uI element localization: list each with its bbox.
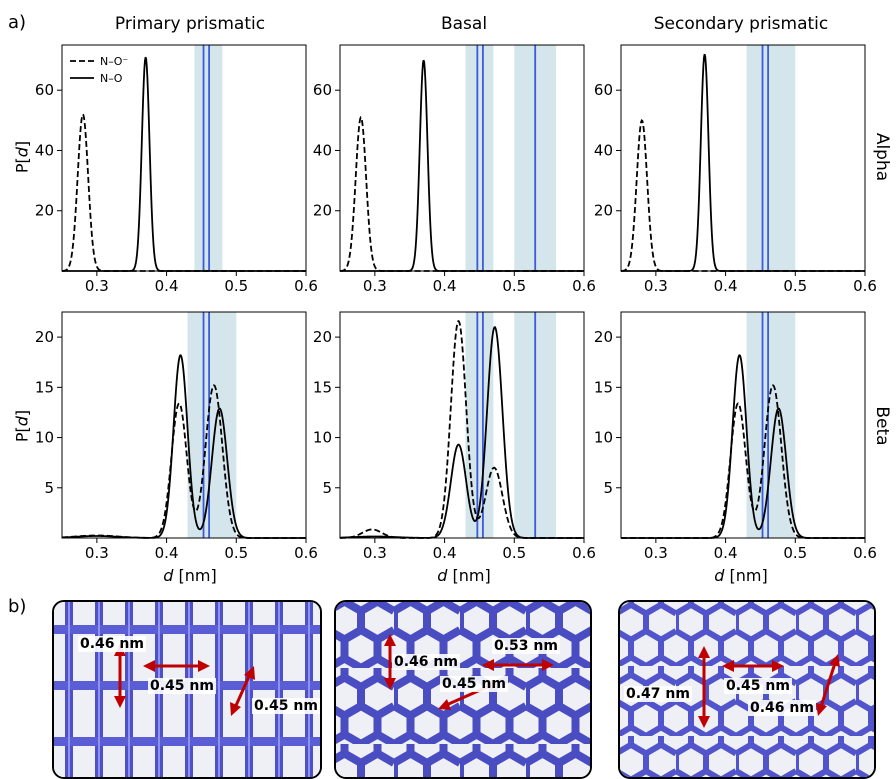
- lattice-basal-label-3: 0.45 nm: [440, 676, 508, 692]
- column-title-secondary: Secondary prismatic: [653, 14, 829, 34]
- y-tick-label-beta-secondary: 10: [594, 429, 613, 447]
- x-tick-label-alpha-basal: 0.5: [502, 277, 526, 295]
- y-tick-label-alpha-secondary: 60: [594, 81, 613, 99]
- axes-frame-alpha-primary: [61, 44, 307, 272]
- series-no-minus-beta-secondary: [621, 384, 865, 539]
- y-tick-label-beta-secondary: 20: [594, 328, 613, 346]
- lattice-primary-label-2: 0.45 nm: [148, 678, 216, 694]
- axes-frame-alpha-secondary: [620, 44, 866, 272]
- legend-label-no-minus: N–O⁻: [100, 55, 128, 68]
- x-tick-label-beta-primary: 0.4: [155, 544, 179, 562]
- x-axis-label-primary: d [nm]: [163, 566, 217, 585]
- x-tick-label-beta-primary: 0.3: [85, 544, 109, 562]
- y-tick-label-alpha-primary: 20: [35, 202, 54, 220]
- y-tick-label-alpha-basal: 20: [313, 202, 332, 220]
- series-no-alpha-secondary: [621, 53, 865, 272]
- x-tick-label-beta-secondary: 0.4: [714, 544, 738, 562]
- x-tick-label-alpha-secondary: 0.3: [644, 277, 668, 295]
- y-tick-label-alpha-primary: 60: [35, 81, 54, 99]
- y-tick-label-alpha-secondary: 20: [594, 202, 613, 220]
- lattice-secondary-label-3: 0.46 nm: [748, 700, 816, 716]
- panel-beta-secondary: 0.3 0.4 0.5 0.6 5 10 15 20: [594, 311, 877, 562]
- lattice-primary-label-3: 0.45 nm: [252, 698, 320, 714]
- y-tick-label-beta-basal: 20: [313, 328, 332, 346]
- x-tick-label-alpha-secondary: 0.6: [853, 277, 877, 295]
- band-alpha-secondary-0: [746, 45, 796, 271]
- x-tick-label-alpha-primary: 0.3: [85, 277, 109, 295]
- x-tick-label-beta-secondary: 0.5: [783, 544, 807, 562]
- y-tick-label-beta-basal: 5: [322, 479, 332, 497]
- lattice-primary-prismatic: 0.46 nm 0.45 nm 0.45 nm: [52, 600, 322, 779]
- series-no-alpha-primary: [62, 56, 306, 272]
- lattice-basal-image: [336, 602, 590, 777]
- distribution-figure: 0.3 0.4 0.5 0.6 20 40 60 N–O⁻ N–O 0.3 0.4 0.5 0.6 20 4…: [35, 44, 877, 562]
- axes-frame-beta-secondary: [620, 311, 866, 539]
- x-tick-label-beta-primary: 0.6: [294, 544, 318, 562]
- x-tick-label-alpha-basal: 0.4: [433, 277, 457, 295]
- panel-alpha-basal: 0.3 0.4 0.5 0.6 20 40 60: [313, 44, 596, 295]
- y-tick-label-beta-basal: 15: [313, 378, 332, 396]
- y-tick-label-beta-secondary: 5: [603, 479, 613, 497]
- band-beta-basal-0: [465, 312, 494, 538]
- series-no-minus-alpha-primary: [61, 112, 306, 272]
- panel-letter-b: b): [8, 596, 27, 617]
- x-tick-label-alpha-secondary: 0.5: [783, 277, 807, 295]
- legend-label-no: N–O: [100, 72, 123, 85]
- band-beta-secondary-0: [746, 312, 796, 538]
- x-tick-label-alpha-primary: 0.5: [224, 277, 248, 295]
- panel-beta-primary: 0.3 0.4 0.5 0.6 5 10 15 20: [35, 311, 318, 562]
- y-tick-label-beta-primary: 5: [44, 479, 54, 497]
- series-no-minus-alpha-secondary: [620, 119, 865, 272]
- x-tick-label-alpha-primary: 0.4: [155, 277, 179, 295]
- lattice-basal: 0.46 nm 0.53 nm 0.45 nm: [334, 600, 592, 779]
- x-tick-label-alpha-secondary: 0.4: [714, 277, 738, 295]
- x-tick-label-beta-basal: 0.6: [572, 544, 596, 562]
- x-tick-label-beta-basal: 0.4: [433, 544, 457, 562]
- lattice-secondary-label-1: 0.47 nm: [624, 686, 692, 702]
- x-axis-label-basal: d [nm]: [437, 566, 491, 585]
- x-tick-label-beta-primary: 0.5: [224, 544, 248, 562]
- series-no-minus-beta-primary: [61, 384, 306, 539]
- legend: N–O⁻ N–O: [70, 55, 128, 85]
- lattice-secondary-label-2: 0.45 nm: [724, 678, 792, 694]
- band-alpha-basal-0: [465, 45, 494, 271]
- x-tick-label-alpha-basal: 0.6: [572, 277, 596, 295]
- panel-letter-a: a): [8, 12, 27, 33]
- lattice-secondary-prismatic: 0.47 nm 0.45 nm 0.46 nm: [618, 600, 876, 779]
- lattice-basal-label-2: 0.53 nm: [492, 638, 560, 654]
- y-tick-label-beta-secondary: 15: [594, 378, 613, 396]
- series-no-beta-primary: [61, 354, 306, 539]
- y-tick-label-beta-primary: 10: [35, 429, 54, 447]
- x-tick-label-beta-secondary: 0.6: [853, 544, 877, 562]
- series-no-beta-secondary: [621, 354, 865, 539]
- axes-frame-beta-basal: [339, 311, 585, 539]
- x-tick-label-beta-basal: 0.5: [502, 544, 526, 562]
- x-tick-label-alpha-basal: 0.3: [363, 277, 387, 295]
- axes-frame-beta-primary: [61, 311, 307, 539]
- y-tick-label-beta-primary: 20: [35, 328, 54, 346]
- axes-frame-alpha-basal: [339, 44, 585, 272]
- column-title-basal: Basal: [440, 14, 488, 34]
- panel-alpha-secondary: 0.3 0.4 0.5 0.6 20 40 60: [594, 44, 877, 295]
- panel-beta-basal: 0.3 0.4 0.5 0.6 5 10 15 20: [313, 311, 596, 562]
- lattice-primary-label-1: 0.46 nm: [78, 636, 146, 652]
- y-tick-label-beta-basal: 10: [313, 429, 332, 447]
- column-title-primary: Primary prismatic: [114, 14, 266, 34]
- x-tick-label-alpha-primary: 0.6: [294, 277, 318, 295]
- y-tick-label-beta-primary: 15: [35, 378, 54, 396]
- y-tick-label-alpha-primary: 40: [35, 141, 54, 159]
- x-tick-label-beta-basal: 0.3: [363, 544, 387, 562]
- y-tick-label-alpha-secondary: 40: [594, 141, 613, 159]
- lattice-basal-label-1: 0.46 nm: [392, 654, 460, 670]
- y-tick-label-alpha-basal: 60: [313, 81, 332, 99]
- y-tick-label-alpha-basal: 40: [313, 141, 332, 159]
- x-tick-label-beta-secondary: 0.3: [644, 544, 668, 562]
- panel-alpha-primary: 0.3 0.4 0.5 0.6 20 40 60 N–O⁻ N–O: [35, 44, 318, 295]
- x-axis-label-secondary: d [nm]: [714, 566, 768, 585]
